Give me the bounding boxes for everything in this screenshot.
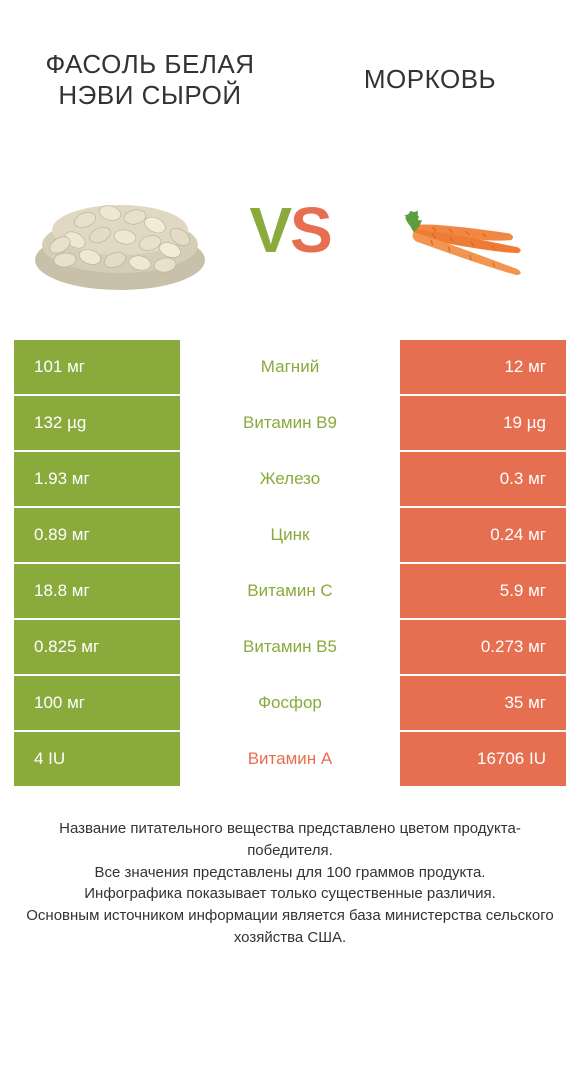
header: Фасоль белая нэви сырой Морковь (0, 0, 580, 140)
title-right: Морковь (310, 64, 550, 95)
nutrition-table: 101 мгМагний12 мг132 µgВитамин B919 µg1.… (0, 340, 580, 788)
cell-nutrient-label: Витамин A (180, 732, 401, 786)
cell-right-value: 16706 IU (400, 732, 566, 786)
table-row: 132 µgВитамин B919 µg (14, 396, 566, 452)
left-product-image (20, 155, 220, 305)
cell-right-value: 5.9 мг (400, 564, 566, 618)
table-row: 4 IUВитамин A16706 IU (14, 732, 566, 788)
cell-right-value: 19 µg (400, 396, 566, 450)
footer-line: Инфографика показывает только существенн… (20, 883, 560, 905)
cell-nutrient-label: Железо (180, 452, 401, 506)
table-row: 18.8 мгВитамин C5.9 мг (14, 564, 566, 620)
footer-notes: Название питательного вещества представл… (0, 788, 580, 949)
cell-right-value: 12 мг (400, 340, 566, 394)
cell-right-value: 0.273 мг (400, 620, 566, 674)
cell-right-value: 0.24 мг (400, 508, 566, 562)
table-row: 0.89 мгЦинк0.24 мг (14, 508, 566, 564)
title-left: Фасоль белая нэви сырой (30, 49, 270, 111)
cell-nutrient-label: Цинк (180, 508, 401, 562)
cell-nutrient-label: Витамин B9 (180, 396, 401, 450)
cell-left-value: 1.93 мг (14, 452, 180, 506)
cell-left-value: 0.89 мг (14, 508, 180, 562)
right-product-image (360, 155, 560, 305)
table-row: 1.93 мгЖелезо0.3 мг (14, 452, 566, 508)
cell-nutrient-label: Витамин C (180, 564, 401, 618)
cell-right-value: 35 мг (400, 676, 566, 730)
cell-left-value: 100 мг (14, 676, 180, 730)
vs-s: S (290, 194, 331, 266)
cell-left-value: 4 IU (14, 732, 180, 786)
cell-left-value: 18.8 мг (14, 564, 180, 618)
carrots-icon (365, 155, 555, 305)
footer-line: Все значения представлены для 100 граммо… (20, 862, 560, 884)
cell-left-value: 132 µg (14, 396, 180, 450)
vs-v: V (249, 194, 290, 266)
table-row: 101 мгМагний12 мг (14, 340, 566, 396)
beans-icon (25, 165, 215, 295)
vs-label: VS (249, 193, 330, 267)
footer-line: Основным источником информации является … (20, 905, 560, 949)
table-row: 100 мгФосфор35 мг (14, 676, 566, 732)
cell-right-value: 0.3 мг (400, 452, 566, 506)
footer-line: Название питательного вещества представл… (20, 818, 560, 862)
cell-nutrient-label: Магний (180, 340, 401, 394)
cell-left-value: 101 мг (14, 340, 180, 394)
table-row: 0.825 мгВитамин B50.273 мг (14, 620, 566, 676)
images-row: VS (0, 140, 580, 340)
cell-left-value: 0.825 мг (14, 620, 180, 674)
cell-nutrient-label: Витамин B5 (180, 620, 401, 674)
cell-nutrient-label: Фосфор (180, 676, 401, 730)
